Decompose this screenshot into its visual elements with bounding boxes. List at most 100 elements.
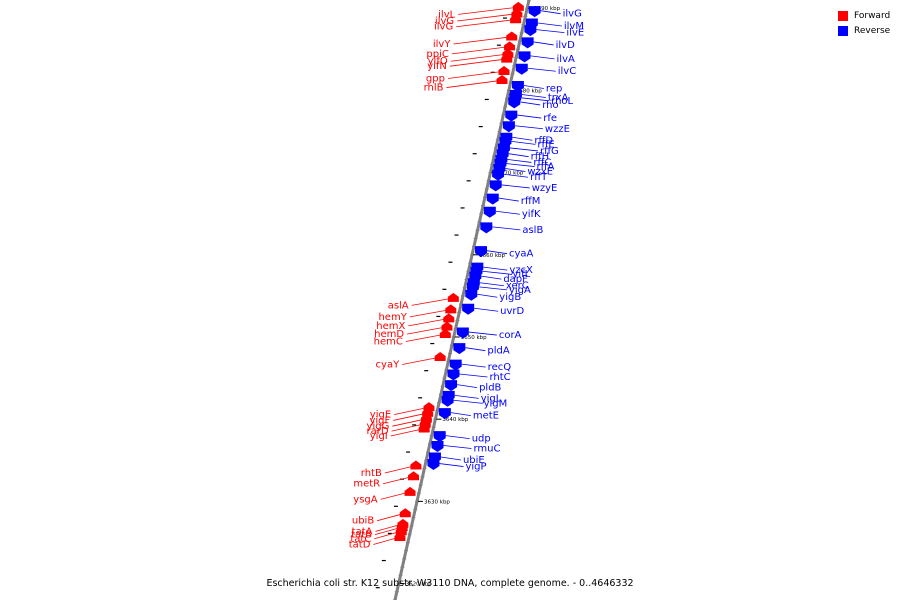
forward-gene-leader	[391, 423, 424, 432]
reverse-gene-leader	[512, 136, 533, 141]
forward-gene-label: ubiB	[352, 516, 374, 527]
reverse-gene-leader	[495, 210, 520, 215]
forward-gene-arrow	[439, 329, 451, 339]
forward-gene-label: metR	[353, 479, 380, 490]
reverse-gene-leader	[520, 101, 541, 106]
reverse-gene-leader	[505, 168, 526, 172]
forward-gene-arrow	[404, 486, 416, 496]
reverse-gene-arrow	[449, 359, 462, 371]
reverse-gene-label: metE	[473, 411, 499, 422]
reverse-gene-arrow	[453, 343, 466, 355]
reverse-gene-arrow	[483, 206, 496, 218]
forward-gene-label: ilvY	[433, 39, 451, 50]
reverse-gene-leader	[443, 445, 472, 449]
reverse-gene-leader	[508, 153, 529, 158]
forward-gene-label: yigF	[369, 415, 390, 426]
forward-gene-label: ysgA	[353, 494, 377, 505]
reverse-gene-label: pldA	[487, 346, 509, 357]
forward-gene-label: ppiC	[426, 49, 448, 60]
forward-gene-leader	[374, 527, 401, 536]
forward-gene-arrow	[504, 41, 516, 51]
forward-gene-arrow	[511, 8, 523, 18]
reverse-gene-leader	[474, 307, 499, 312]
reverse-gene-leader	[507, 159, 532, 163]
forward-gene-leader	[449, 58, 505, 67]
reverse-gene-arrow	[508, 97, 521, 109]
reverse-gene-label: uvrD	[500, 306, 524, 317]
reverse-gene-label: rffE	[537, 139, 554, 150]
reverse-gene-leader	[454, 394, 479, 399]
reverse-gene-label: rep	[546, 83, 562, 94]
forward-gene-label: yigI	[370, 431, 388, 442]
reverse-gene-leader	[533, 41, 554, 46]
forward-gene-leader	[383, 476, 412, 485]
reverse-gene-label: rffD	[534, 135, 553, 146]
forward-gene-leader	[457, 13, 515, 22]
forward-gene-label: yifN	[427, 61, 447, 72]
reverse-gene-leader	[478, 286, 507, 291]
reverse-gene-label: yigB	[499, 292, 521, 303]
reverse-gene-label: wzzE	[545, 124, 570, 135]
forward-gene-label: ilvL	[438, 9, 455, 20]
forward-gene-leader	[406, 326, 446, 335]
reverse-gene-arrow	[465, 289, 478, 301]
forward-gene-label: ilvG	[434, 22, 453, 33]
axis-tick-label: 3670 kbp	[497, 171, 523, 177]
reverse-gene-leader	[482, 270, 511, 275]
genome-axis	[393, 0, 531, 600]
reverse-gene-label: yifK	[522, 209, 541, 220]
reverse-gene-arrow	[475, 246, 488, 258]
reverse-gene-arrow	[505, 110, 518, 122]
forward-gene-label: tatC	[350, 534, 371, 545]
forward-gene-leader	[402, 357, 439, 365]
reverse-gene-leader	[461, 363, 486, 368]
forward-gene-arrow	[447, 292, 459, 302]
forward-gene-arrow	[434, 352, 446, 362]
reverse-gene-arrow	[438, 408, 451, 420]
reverse-gene-label: trxA	[548, 93, 569, 104]
forward-gene-arrow	[512, 1, 524, 11]
reverse-gene-label: yifL	[512, 269, 530, 280]
reverse-gene-label: ubiE	[463, 455, 485, 466]
reverse-gene-arrow	[433, 431, 446, 443]
forward-gene-arrow	[394, 532, 406, 542]
forward-gene-label: ilvG	[435, 16, 454, 27]
axis-tick-label: 3640 kbp	[442, 417, 468, 423]
legend: Forward Reverse	[838, 8, 890, 38]
forward-gene-arrow	[441, 321, 453, 331]
reverse-gene-arrow	[521, 37, 534, 49]
reverse-gene-leader	[445, 435, 470, 440]
reverse-gene-arrow	[427, 459, 440, 471]
reverse-gene-leader	[450, 412, 471, 416]
reverse-gene-leader	[501, 184, 530, 189]
axis-tick-label: 3650 kbp	[461, 335, 487, 341]
reverse-gene-label: rho	[542, 100, 558, 111]
reverse-gene-leader	[521, 97, 550, 102]
reverse-gene-leader	[521, 94, 546, 98]
reverse-gene-label: corA	[499, 330, 522, 341]
reverse-gene-arrow	[524, 25, 537, 37]
forward-gene-label: tatD	[349, 540, 371, 551]
forward-gene-leader	[453, 36, 510, 45]
reverse-gene-label: rfe	[543, 113, 557, 124]
forward-gene-arrow	[395, 526, 407, 536]
forward-gene-leader	[458, 7, 517, 15]
reverse-gene-label: ilvC	[558, 66, 576, 77]
reverse-gene-leader	[477, 293, 498, 298]
forward-gene-arrow	[506, 31, 518, 41]
reverse-gene-leader	[492, 226, 521, 231]
legend-label-reverse: Reverse	[854, 25, 891, 36]
reverse-gene-arrow	[445, 380, 458, 392]
reverse-gene-leader	[483, 266, 508, 271]
forward-gene-leader	[411, 297, 452, 306]
legend-item-forward: Forward	[838, 8, 890, 23]
reverse-gene-leader	[481, 275, 502, 280]
reverse-gene-label: ilvE	[566, 28, 584, 39]
reverse-gene-leader	[468, 331, 497, 336]
forward-gene-leader	[394, 407, 428, 416]
reverse-gene-label: ilvM	[564, 21, 584, 32]
reverse-gene-label: rffA	[536, 162, 554, 173]
reverse-gene-leader	[465, 347, 486, 352]
reverse-gene-label: rffT	[530, 172, 548, 183]
